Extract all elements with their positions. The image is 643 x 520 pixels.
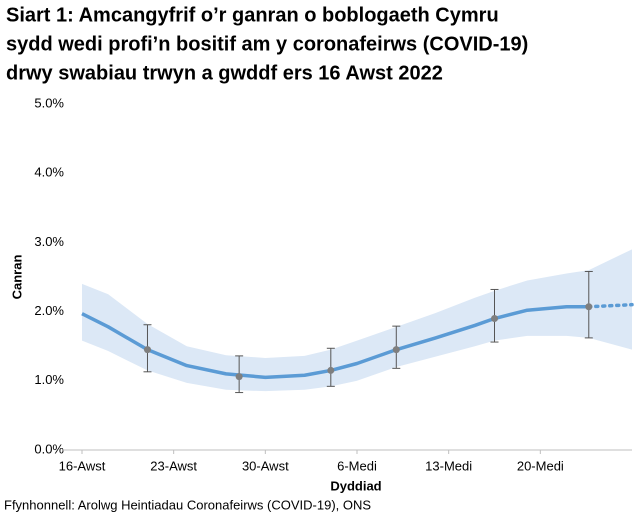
x-tick-label: 23-Awst	[150, 458, 197, 473]
y-axis-label: Canran	[9, 255, 24, 300]
y-tick-label: 0.0%	[34, 441, 64, 456]
x-tick-label: 16-Awst	[59, 458, 106, 473]
point	[235, 373, 243, 381]
source: Ffynhonnell: Arolwg Heintiadau Coronafei…	[4, 497, 371, 512]
y-tick-label: 5.0%	[34, 95, 64, 110]
chart-title: sydd wedi profi’n bositif am y coronafei…	[6, 33, 528, 55]
y-tick-label: 1.0%	[34, 372, 64, 387]
point	[585, 303, 593, 311]
x-tick-label: 6-Medi	[337, 458, 377, 473]
confidence-band	[82, 249, 632, 392]
x-tick-label: 30-Awst	[242, 458, 289, 473]
line	[81, 305, 589, 380]
y-tick-label: 3.0%	[34, 234, 64, 249]
y-tick-label: 4.0%	[34, 165, 64, 180]
projection-line	[587, 302, 634, 309]
chart-title: drwy swabiau trwyn a gwddf ers 16 Awst 2…	[6, 62, 443, 84]
x-axis-label: Dyddiad	[330, 478, 381, 493]
x-tick-label: 20-Medi	[517, 458, 564, 473]
y-tick-label: 2.0%	[34, 303, 64, 318]
chart-title: Siart 1: Amcangyfrif o’r ganran o boblog…	[6, 4, 499, 26]
point	[491, 315, 498, 323]
point	[392, 346, 400, 354]
point	[327, 366, 335, 374]
x-tick-label: 13-Medi	[425, 458, 472, 473]
point	[143, 346, 151, 354]
